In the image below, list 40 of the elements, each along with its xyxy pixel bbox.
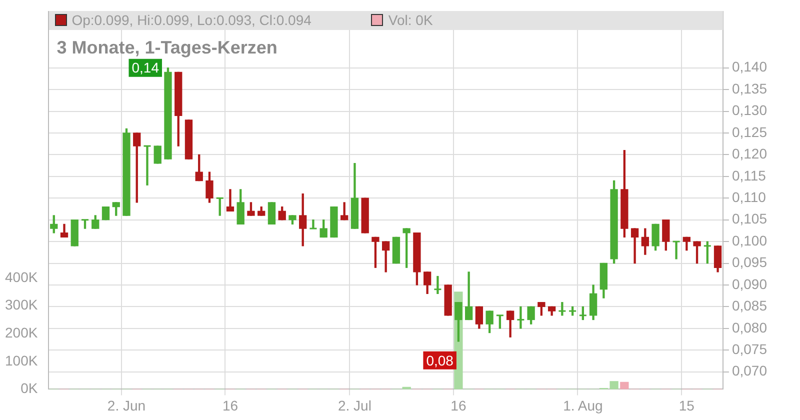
y2-tick-label: 100K xyxy=(4,352,38,368)
y-tick-label: 0,120 xyxy=(732,146,768,162)
bar xyxy=(620,382,629,390)
annotation: Vol: 0K xyxy=(388,12,433,28)
y-tick-label: 0,135 xyxy=(732,80,768,96)
y-tick-label: 0,095 xyxy=(732,254,768,270)
annotation: Op:0.099, Hi:0.099, Lo:0.093, Cl:0.094 xyxy=(72,12,312,28)
text: 3 Monate, 1-Tages-Kerzen xyxy=(56,37,278,58)
x-tick-label: 16 xyxy=(450,397,466,414)
candlestick xyxy=(144,145,151,186)
annotation: 0,14 xyxy=(132,60,160,76)
y-tick-label: 0,125 xyxy=(732,124,768,140)
y-tick-label: 0,140 xyxy=(732,58,768,75)
x-tick-label: 2. Jun xyxy=(107,397,146,414)
y2-tick-label: 400K xyxy=(4,268,38,285)
candlestick xyxy=(310,220,317,230)
y2-tick-label: 300K xyxy=(4,296,38,313)
y-tick-label: 0,100 xyxy=(732,232,768,248)
candlestick xyxy=(672,240,680,260)
bar xyxy=(402,386,411,390)
x-tick-label: 16 xyxy=(222,397,238,414)
y-tick-label: 0,105 xyxy=(732,210,768,227)
x-tick-label: 2. Jul xyxy=(338,397,372,414)
candlestick xyxy=(434,276,442,294)
x-tick-label: 15 xyxy=(678,397,695,414)
y-tick-label: 0,075 xyxy=(732,340,768,357)
y2-tick-label: 0K xyxy=(20,380,38,396)
y-tick-label: 0,115 xyxy=(732,167,766,184)
y2-tick-label: 200K xyxy=(4,324,38,340)
y-tick-label: 0,070 xyxy=(732,362,768,379)
annotation: 0,08 xyxy=(426,352,454,368)
candlestick xyxy=(558,302,566,316)
y-tick-label: 0,090 xyxy=(732,276,768,292)
y-tick-label: 0,080 xyxy=(732,319,768,336)
y-tick-label: 0,110 xyxy=(732,188,766,205)
y-tick-label: 0,130 xyxy=(732,102,768,118)
y-tick-label: 0,085 xyxy=(732,298,768,314)
candlestick xyxy=(226,189,234,212)
candlestick xyxy=(517,306,524,329)
x-tick-label: 1. Aug xyxy=(563,397,603,414)
